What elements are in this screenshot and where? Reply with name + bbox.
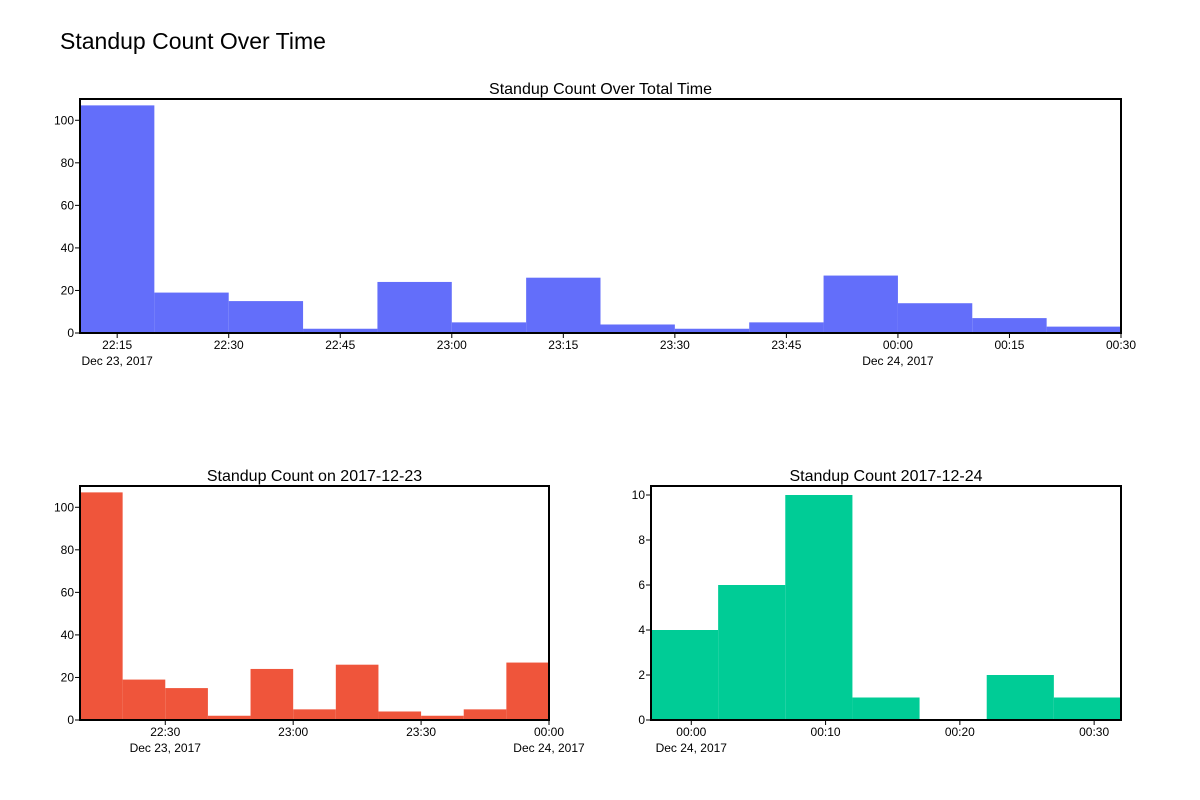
chart1-xtick-label: 22:15: [102, 338, 132, 352]
chart3-bar-4: [852, 697, 920, 720]
chart1-xtick-sublabel: Dec 24, 2017: [862, 354, 934, 368]
chart2-xtick-label: 23:30: [406, 725, 436, 739]
chart3-ytick-label: 8: [638, 533, 645, 547]
chart1-xtick-label: 00:30: [1106, 338, 1136, 352]
chart2-ytick-label: 60: [61, 585, 75, 599]
chart1-bar-1: [80, 105, 155, 333]
chart1-xtick-label: 23:30: [660, 338, 690, 352]
chart1-bar-13: [972, 318, 1047, 333]
chart2-bar-7: [335, 664, 379, 720]
chart3-xtick-sublabel: Dec 24, 2017: [656, 741, 728, 755]
chart3-ytick-label: 6: [638, 578, 645, 592]
chart2-ytick-label: 40: [61, 628, 75, 642]
chart3-bar-2: [718, 585, 786, 720]
chart3-xtick-label: 00:00: [676, 725, 706, 739]
chart3-ytick-label: 10: [632, 488, 646, 502]
chart1-xtick-label: 22:30: [214, 338, 244, 352]
chart2-frame: [79, 485, 550, 721]
chart3-bar-7: [1053, 697, 1121, 720]
chart1-bar-14: [1046, 326, 1121, 333]
chart1-xtick-sublabel: Dec 23, 2017: [81, 354, 153, 368]
chart2-bar-1: [80, 492, 123, 720]
chart1-title: Standup Count Over Total Time: [489, 81, 712, 98]
chart1-bar-12: [897, 303, 973, 333]
chart2-title: Standup Count on 2017-12-23: [207, 468, 422, 485]
chart1-xtick-label: 22:45: [325, 338, 355, 352]
chart3-xtick-label: 00:10: [811, 725, 841, 739]
chart3-bar-6: [986, 675, 1054, 720]
chart2-bar-9: [421, 715, 464, 720]
chart1-ytick-label: 80: [61, 156, 75, 170]
page-title: Standup Count Over Time: [60, 28, 326, 54]
chart3-bar-3: [785, 495, 853, 720]
chart3-ytick-label: 2: [638, 668, 645, 682]
chart1-ytick-label: 20: [61, 283, 75, 297]
chart1-bar-2: [154, 292, 229, 333]
chart2-bar-3: [165, 688, 208, 720]
chart1-bar-9: [674, 328, 750, 333]
chart1-xtick-label: 23:45: [771, 338, 801, 352]
chart2-ytick-label: 0: [67, 713, 74, 727]
chart1-bar-8: [600, 324, 675, 333]
chart3-frame: [650, 485, 1122, 721]
chart2-bar-8: [378, 711, 422, 720]
chart2-bar-10: [463, 709, 507, 720]
chart1-xtick-label: 23:00: [437, 338, 467, 352]
chart1-ytick-label: 0: [67, 326, 74, 340]
chart2-bar-11: [506, 662, 549, 720]
chart2-xtick-label: 00:00: [534, 725, 564, 739]
chart1-bar-7: [526, 277, 601, 333]
chart1-bar-6: [451, 322, 527, 333]
chart2-xtick-sublabel: Dec 24, 2017: [513, 741, 585, 755]
chart2-xtick-label: 22:30: [150, 725, 180, 739]
chart1-ytick-label: 100: [54, 113, 74, 127]
chart2-xtick-label: 23:00: [278, 725, 308, 739]
chart2-ytick-label: 80: [61, 543, 75, 557]
chart2-xtick-sublabel: Dec 23, 2017: [130, 741, 202, 755]
chart2-ytick-label: 100: [54, 500, 74, 514]
chart1-bar-3: [228, 301, 304, 333]
chart3-title: Standup Count 2017-12-24: [789, 468, 982, 485]
chart1-frame: [79, 98, 1122, 334]
chart2-bar-6: [293, 709, 336, 720]
chart1-bar-11: [823, 275, 898, 333]
chart1-xtick-label: 00:15: [994, 338, 1024, 352]
chart3-ytick-label: 4: [638, 623, 645, 637]
chart2-bar-4: [207, 715, 251, 720]
chart3-xtick-label: 00:30: [1079, 725, 1109, 739]
chart1-bar-5: [377, 281, 452, 333]
chart2-bar-5: [250, 668, 294, 720]
chart1-ytick-label: 60: [61, 198, 75, 212]
chart3-bar-1: [651, 630, 719, 720]
chart3-xtick-label: 00:20: [945, 725, 975, 739]
chart1-xtick-label: 00:00: [883, 338, 913, 352]
chart2-bar-2: [122, 679, 166, 720]
chart1-bar-4: [303, 328, 378, 333]
chart1-xtick-label: 23:15: [548, 338, 578, 352]
chart1-bar-10: [749, 322, 824, 333]
chart3-ytick-label: 0: [638, 713, 645, 727]
chart2-ytick-label: 20: [61, 670, 75, 684]
chart1-ytick-label: 40: [61, 241, 75, 255]
